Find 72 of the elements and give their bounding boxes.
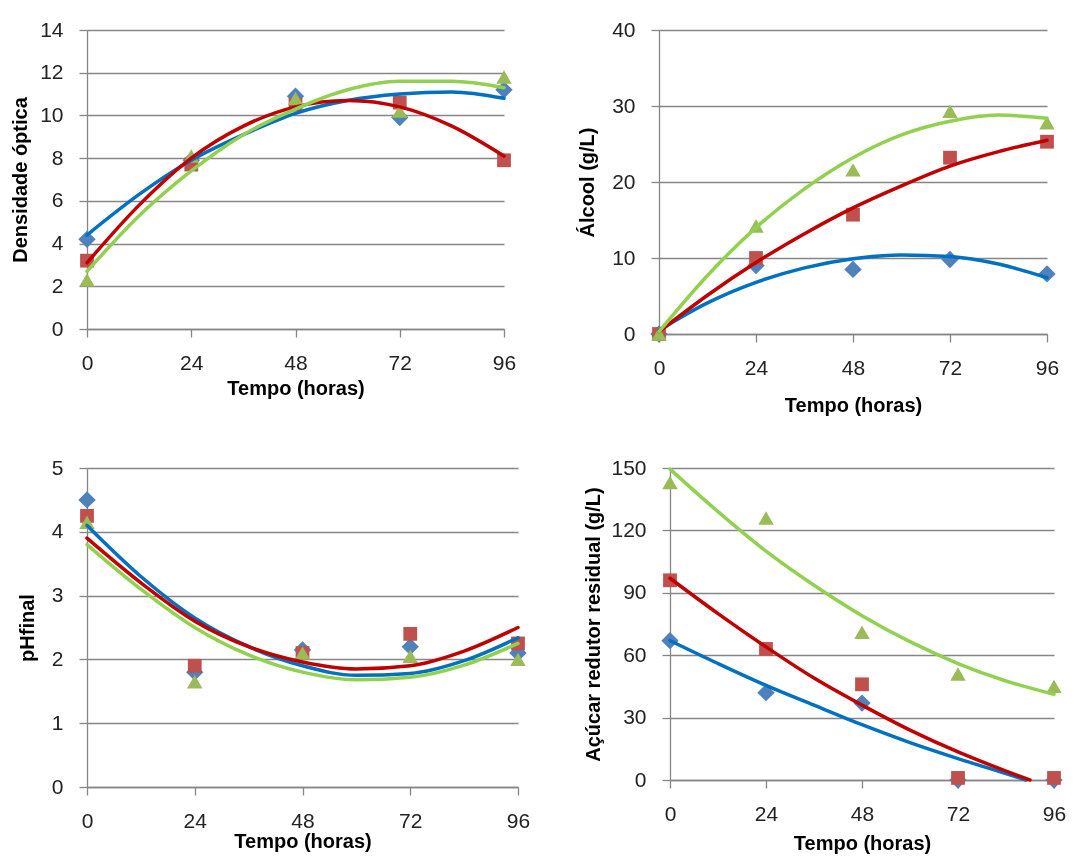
y-tick-label: 60 (623, 642, 647, 666)
x-tick-label: 24 (180, 350, 204, 374)
point (403, 626, 418, 641)
x-tick-label: 72 (399, 808, 423, 832)
point (950, 667, 966, 681)
x-tick-label: 72 (946, 801, 971, 825)
point (187, 675, 203, 689)
y-axis-title: Açúcar redutor residual (g/L) (582, 487, 605, 762)
y-tick-label: 150 (611, 455, 647, 479)
point (844, 260, 862, 279)
x-tick-label: 48 (850, 801, 875, 825)
point (1047, 771, 1061, 785)
x-tick-label: 0 (81, 808, 94, 832)
y-tick-label: 120 (611, 517, 647, 541)
x-tick-label: 48 (291, 808, 315, 832)
point (845, 163, 861, 177)
point (758, 511, 774, 525)
point (496, 70, 512, 84)
x-tick-label: 72 (938, 355, 963, 379)
point (943, 150, 957, 165)
point (662, 475, 678, 490)
point (510, 652, 526, 667)
x-tick-label: 72 (388, 350, 412, 374)
y-tick-label: 0 (623, 321, 636, 345)
point (287, 91, 304, 106)
x-axis-title: Tempo (horas) (234, 829, 372, 852)
y-tick-label: 2 (51, 646, 64, 670)
y-tick-label: 3 (51, 583, 64, 607)
x-tick-label: 24 (744, 355, 769, 379)
y-axis-title: Densidade óptica (9, 96, 32, 263)
y-axis-title: pHfinal (15, 594, 38, 662)
y-tick-label: 2 (51, 273, 64, 297)
y-tick-label: 4 (51, 519, 64, 543)
y-tick-label: 6 (51, 188, 64, 212)
x-tick-label: 96 (1042, 801, 1067, 825)
y-tick-label: 10 (40, 102, 64, 126)
x-axis-title: Tempo (horas) (793, 831, 932, 854)
y-tick-label: 30 (612, 93, 636, 117)
x-tick-label: 0 (653, 355, 666, 379)
x-tick-label: 48 (841, 355, 866, 379)
x-tick-label: 0 (664, 801, 677, 825)
point (855, 677, 869, 692)
x-tick-label: 0 (81, 350, 94, 374)
point (402, 649, 418, 663)
y-tick-label: 8 (51, 145, 64, 169)
y-tick-label: 90 (623, 580, 647, 604)
point (187, 658, 202, 673)
x-tick-label: 96 (506, 808, 531, 832)
x-axis-title: Tempo (horas) (227, 376, 365, 399)
x-tick-label: 96 (492, 350, 517, 374)
y-tick-label: 0 (51, 316, 64, 340)
y-tick-label: 12 (40, 60, 64, 84)
y-tick-label: 20 (612, 169, 636, 193)
y-tick-label: 30 (623, 705, 647, 729)
x-tick-label: 24 (183, 808, 208, 832)
y-axis-title: Álcool (g/L) (576, 127, 599, 238)
x-tick-label: 24 (754, 801, 779, 825)
x-tick-label: 48 (284, 350, 308, 374)
y-tick-label: 0 (51, 774, 64, 798)
x-axis-title: Tempo (horas) (784, 393, 923, 416)
point (854, 625, 870, 640)
point (78, 491, 96, 509)
point (951, 771, 965, 785)
y-tick-label: 40 (612, 17, 636, 41)
y-tick-label: 14 (40, 17, 64, 41)
y-tick-label: 10 (612, 245, 636, 269)
point (942, 104, 958, 119)
x-tick-label: 96 (1035, 355, 1060, 379)
y-tick-label: 0 (634, 767, 647, 791)
y-tick-label: 1 (51, 710, 64, 734)
y-tick-label: 5 (51, 455, 64, 479)
y-tick-label: 4 (51, 231, 64, 255)
